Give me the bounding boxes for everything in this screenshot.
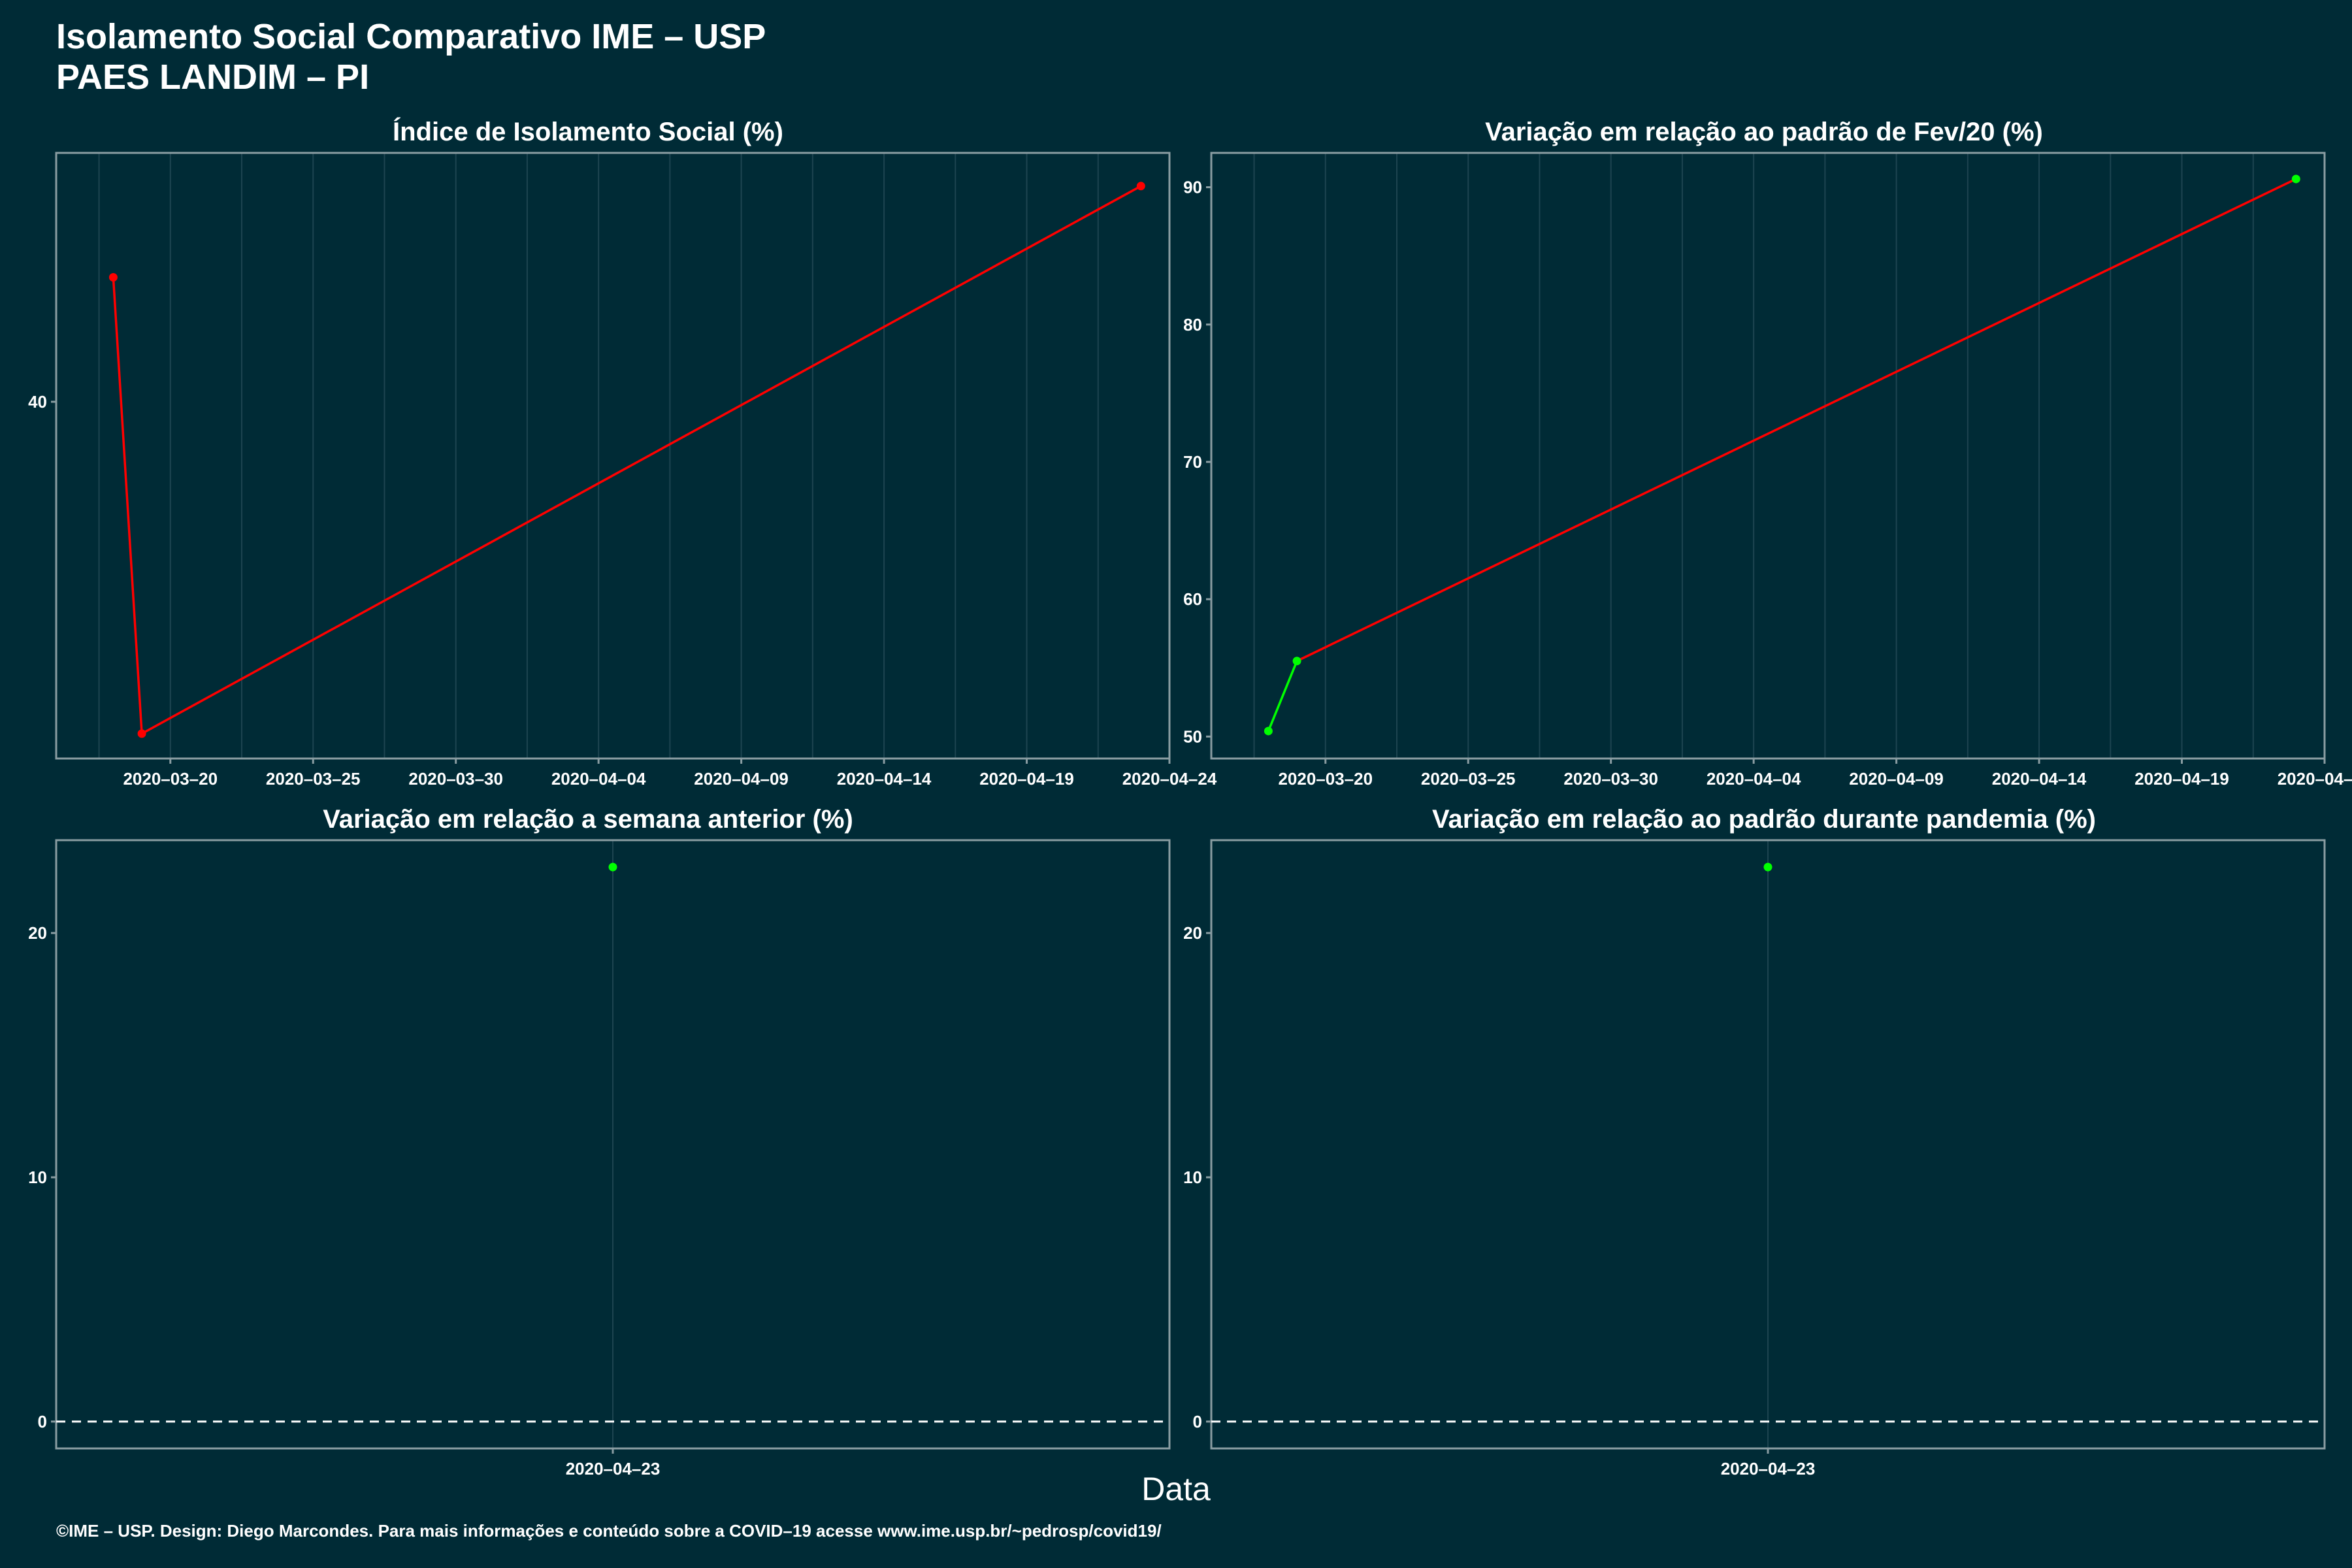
x-tick-label: 2020–03–20 (123, 769, 218, 789)
x-tick-label: 2020–04–04 (551, 769, 646, 789)
x-tick-label: 2020–04–24 (2278, 769, 2352, 789)
data-point (1136, 182, 1145, 191)
x-tick-label: 2020–03–30 (408, 769, 503, 789)
panel-title: Variação em relação a semana anterior (%… (323, 805, 853, 834)
chart-panel-variation-previous-week: Variação em relação a semana anterior (%… (0, 804, 1176, 1478)
chart-plot: 0 10 20 2020–04–23 (1183, 839, 2326, 1478)
y-tick-label: 90 (1183, 178, 1202, 197)
x-tick-label: 2020–04–24 (1122, 769, 1217, 789)
chart-panel-isolation-index: Índice de Isolamento Social (%) 40 2020–0… (0, 116, 1217, 789)
x-tick-label: 2020–03–25 (266, 769, 361, 789)
y-tick-label: 60 (1183, 589, 1202, 609)
x-tick-label: 2020–04–19 (2134, 769, 2229, 789)
y-tick-label: 50 (1183, 727, 1202, 746)
y-tick-label: 0 (1193, 1412, 1202, 1431)
page-title: Isolamento Social Comparativo IME – USP (56, 17, 766, 56)
footer-credits: ©IME – USP. Design: Diego Marcondes. Par… (56, 1521, 1162, 1541)
y-tick-label: 20 (28, 923, 47, 943)
x-tick-label: 2020–04–09 (1849, 769, 1944, 789)
chart-plot: 0 10 20 2020–04–23 (28, 839, 1171, 1478)
data-point (608, 862, 617, 872)
y-tick-label: 0 (38, 1412, 47, 1431)
x-axis-label: Data (1141, 1471, 1211, 1507)
y-tick-label: 70 (1183, 452, 1202, 472)
x-tick-label: 2020–04–23 (1721, 1459, 1816, 1478)
x-tick-label: 2020–04–14 (837, 769, 932, 789)
data-point (137, 729, 146, 738)
data-point (1763, 862, 1772, 872)
y-tick-label: 80 (1183, 315, 1202, 335)
page-subtitle: PAES LANDIM – PI (56, 57, 370, 97)
y-tick-label: 20 (1183, 923, 1202, 943)
x-tick-label: 2020–03–30 (1563, 769, 1658, 789)
plot-border (1210, 152, 2326, 760)
data-point (1264, 727, 1273, 736)
chart-panel-variation-feb: Variação em relação ao padrão de Fev/20 … (1176, 116, 2352, 789)
panel-title: Índice de Isolamento Social (%) (393, 118, 783, 146)
x-tick-label: 2020–04–19 (979, 769, 1074, 789)
x-tick-label: 2020–03–25 (1421, 769, 1516, 789)
chart-plot: 50 60 70 80 90 2020–03–20 2020–03–25 2020–03–30… (1183, 152, 2352, 789)
series-line-segment (1296, 178, 2297, 662)
x-tick-label: 2020–04–23 (566, 1459, 661, 1478)
data-point (2291, 174, 2300, 184)
panel-title: Variação em relação ao padrão de Fev/20 … (1485, 118, 2043, 146)
series-line-segment (1267, 661, 1298, 732)
series-line-segment (141, 185, 1142, 735)
y-tick-label: 10 (1183, 1168, 1202, 1187)
data-point (108, 272, 118, 282)
chart-plot: 40 2020–03–20 2020–03–25 2020–03–30 2020–04–… (28, 152, 1217, 789)
plot-border (55, 152, 1171, 760)
y-tick-label: 10 (28, 1168, 47, 1187)
data-point (1292, 657, 1301, 666)
chart-panel-variation-pandemic: Variação em relação ao padrão durante pa… (1176, 804, 2352, 1478)
x-tick-label: 2020–04–14 (1992, 769, 2087, 789)
panel-title: Variação em relação ao padrão durante pa… (1432, 805, 2096, 834)
x-tick-label: 2020–04–04 (1707, 769, 1801, 789)
y-tick-label: 40 (28, 392, 47, 412)
x-tick-label: 2020–04–09 (694, 769, 789, 789)
series-line-segment (112, 277, 143, 734)
x-tick-label: 2020–03–20 (1278, 769, 1373, 789)
